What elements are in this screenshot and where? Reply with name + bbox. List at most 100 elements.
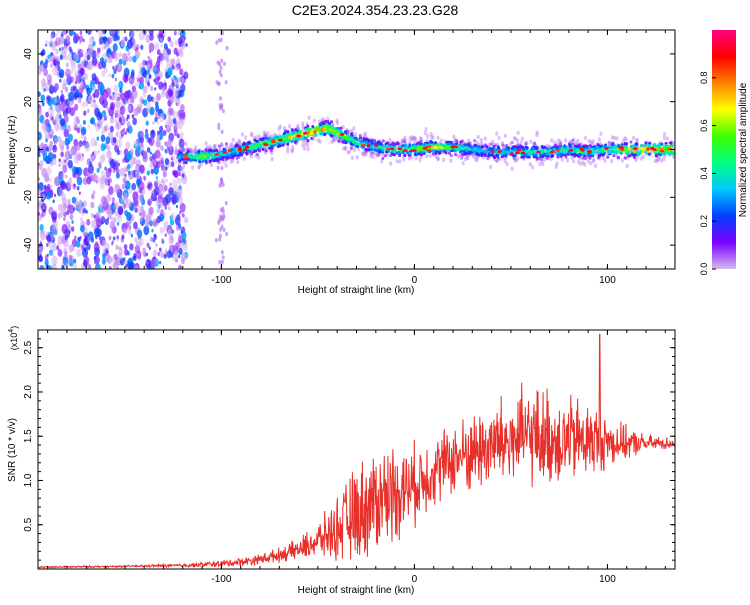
ridge-point <box>506 150 510 155</box>
noise-speckle <box>46 166 52 175</box>
noise-speckle <box>101 61 107 69</box>
noise-speckle <box>131 30 135 35</box>
ridge-point <box>539 157 543 161</box>
noise-speckle <box>105 114 108 119</box>
ridge-halo <box>341 124 345 130</box>
noise-speckle <box>73 92 77 98</box>
ridge-halo <box>277 126 281 131</box>
noise-speckle <box>113 201 119 210</box>
ridge-point <box>379 150 383 154</box>
ridge-halo <box>503 158 507 164</box>
noise-speckle <box>218 103 222 108</box>
noise-speckle <box>116 235 119 240</box>
ridge-peak <box>278 138 283 142</box>
ridge-point <box>217 144 221 148</box>
ridge-point <box>454 153 458 157</box>
noise-speckle <box>148 136 155 147</box>
ridge-point <box>180 154 184 158</box>
ridge-point <box>512 157 516 161</box>
noise-speckle <box>111 35 115 41</box>
ridge-halo <box>189 150 193 155</box>
ridge-point <box>258 137 262 141</box>
ridge-halo <box>623 136 627 141</box>
noise-speckle <box>174 145 178 151</box>
ridge-point <box>480 151 484 156</box>
ridge-halo <box>306 142 310 148</box>
noise-speckle <box>98 161 102 167</box>
noise-speckle <box>105 87 112 97</box>
noise-speckle <box>66 178 73 189</box>
ridge-point <box>275 142 279 146</box>
spectrogram-marks <box>38 30 675 269</box>
noise-speckle <box>123 244 128 250</box>
ridge-point <box>370 141 374 145</box>
noise-speckle <box>161 238 165 243</box>
ridge-peak <box>619 146 624 149</box>
ridge-point <box>623 156 627 160</box>
ridge-halo <box>557 138 561 143</box>
ridge-point <box>501 143 505 147</box>
ridge-halo <box>634 157 638 163</box>
noise-speckle <box>156 120 160 125</box>
noise-speckle <box>145 101 151 110</box>
noise-speckle <box>59 95 64 103</box>
noise-speckle <box>157 76 161 81</box>
noise-speckle <box>48 84 55 94</box>
ridge-point <box>321 130 325 135</box>
noise-speckle <box>83 136 87 141</box>
ridge-point <box>327 127 331 132</box>
ridge-point <box>297 137 301 141</box>
ridge-halo <box>312 118 317 123</box>
noise-speckle <box>54 176 61 187</box>
noise-speckle <box>53 118 58 124</box>
ridge-point <box>306 139 310 143</box>
x-tick-label: 100 <box>599 574 616 585</box>
ridge-point <box>656 145 660 149</box>
noise-speckle <box>178 89 183 97</box>
ridge-halo <box>388 137 392 143</box>
noise-speckle <box>167 48 172 56</box>
noise-speckle <box>154 41 160 51</box>
ridge-point <box>593 146 597 151</box>
ridge-point <box>373 139 377 143</box>
noise-speckle <box>57 188 63 196</box>
noise-speckle <box>38 146 41 155</box>
noise-speckle <box>172 244 177 251</box>
noise-speckle <box>162 170 167 178</box>
ridge-halo <box>411 136 415 141</box>
ridge-halo <box>449 158 453 163</box>
ridge-point <box>228 156 232 160</box>
ridge-point <box>546 151 550 156</box>
ridge-point <box>534 153 538 158</box>
noise-speckle <box>174 97 181 107</box>
noise-speckle <box>45 43 47 47</box>
ridge-peak <box>237 146 242 150</box>
ridge-halo <box>531 165 535 170</box>
ridge-point <box>314 126 318 131</box>
ridge-halo <box>236 159 240 165</box>
noise-speckle <box>107 54 113 64</box>
ridge-point <box>646 147 650 151</box>
ridge-halo <box>560 157 564 162</box>
ridge-point <box>545 156 549 160</box>
ridge-point <box>350 136 354 140</box>
ridge-halo <box>190 149 194 155</box>
ridge-halo <box>413 136 417 141</box>
noise-speckle <box>96 136 100 141</box>
noise-speckle <box>181 173 185 178</box>
ridge-point <box>396 142 400 146</box>
noise-speckle <box>114 209 117 214</box>
ridge-point <box>369 147 373 152</box>
noise-speckle <box>103 125 108 132</box>
noise-speckle <box>138 62 144 70</box>
ridge-halo <box>516 156 520 161</box>
noise-speckle <box>94 89 100 98</box>
ridge-peak <box>578 147 584 150</box>
noise-speckle <box>155 179 158 184</box>
noise-speckle <box>43 88 46 92</box>
ridge-point <box>617 144 621 148</box>
noise-speckle <box>145 221 149 228</box>
ridge-point <box>248 149 252 153</box>
ridge-halo <box>398 159 402 164</box>
